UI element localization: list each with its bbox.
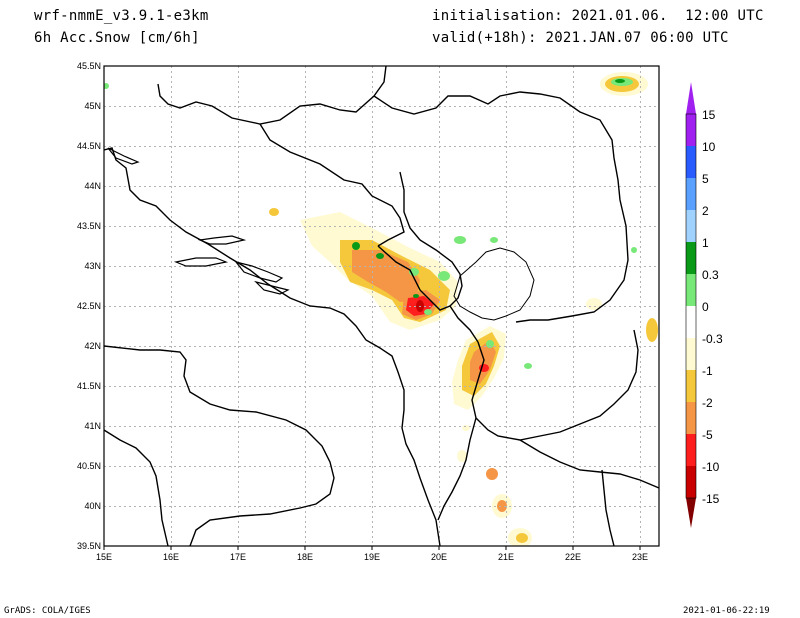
colorbar-swatch	[686, 274, 696, 306]
lat-label: 44.5N	[77, 141, 101, 151]
lat-label: 43N	[84, 261, 101, 271]
lon-label: 17E	[230, 552, 246, 562]
lat-label: 39.5N	[77, 541, 101, 551]
colorbar-swatch	[686, 338, 696, 370]
lat-label: 42.5N	[77, 301, 101, 311]
colorbar-swatch	[686, 210, 696, 242]
valid-time: valid(+18h): 2021.JAN.07 06:00 UTC	[432, 30, 729, 46]
lat-label: 40N	[84, 501, 101, 511]
colorbar-label: 0.3	[702, 268, 719, 282]
lon-label: 19E	[364, 552, 380, 562]
model-title: wrf-nmmE_v3.9.1-e3km	[34, 8, 209, 24]
lat-label: 44N	[84, 181, 101, 191]
lat-label: 43.5N	[77, 221, 101, 231]
lon-label: 23E	[632, 552, 648, 562]
colorbar-top-arrow	[686, 82, 696, 114]
colorbar-swatch	[686, 402, 696, 434]
lat-label: 45N	[84, 101, 101, 111]
colorbar-swatch	[686, 370, 696, 402]
coastlines-borders	[104, 66, 659, 546]
colorbar-label: 10	[702, 140, 716, 154]
lat-label: 45.5N	[77, 61, 101, 71]
colorbar-swatch	[686, 434, 696, 466]
lat-label: 41N	[84, 421, 101, 431]
lon-label: 22E	[565, 552, 581, 562]
colorbar-swatch	[686, 242, 696, 274]
colorbar-label: -10	[702, 460, 720, 474]
grid-lines	[104, 66, 659, 546]
footer-timestamp: 2021-01-06-22:19	[683, 606, 770, 616]
lat-label: 42N	[84, 341, 101, 351]
colorbar-label: 15	[702, 108, 716, 122]
lon-label: 16E	[163, 552, 179, 562]
colorbar-label: -5	[702, 428, 713, 442]
colorbar-label: -1	[702, 364, 713, 378]
colorbar: 15 10 5 2 1 0.3 0 -0.3 -1 -2 -5 -10 -15	[685, 82, 723, 528]
lon-label: 18E	[297, 552, 313, 562]
map-frame	[103, 65, 660, 547]
colorbar-swatch	[686, 466, 696, 498]
variable-title: 6h Acc.Snow [cm/6h]	[34, 30, 200, 46]
colorbar-label: 0	[702, 300, 709, 314]
lon-label: 20E	[431, 552, 447, 562]
lon-label: 21E	[498, 552, 514, 562]
colorbar-swatch	[686, 178, 696, 210]
lon-label: 15E	[96, 552, 112, 562]
colorbar-label: 1	[702, 236, 709, 250]
footer-credit: GrADS: COLA/IGES	[4, 606, 91, 616]
lat-label: 40.5N	[77, 461, 101, 471]
init-time: initialisation: 2021.01.06. 12:00 UTC	[432, 8, 764, 24]
colorbar-label: -15	[702, 492, 720, 506]
colorbar-label: 2	[702, 204, 709, 218]
colorbar-swatch	[686, 146, 696, 178]
colorbar-label: -0.3	[702, 332, 723, 346]
colorbar-swatch	[686, 114, 696, 146]
snow-field	[104, 72, 658, 546]
colorbar-label: -2	[702, 396, 713, 410]
lat-label: 41.5N	[77, 381, 101, 391]
colorbar-label: 5	[702, 172, 709, 186]
colorbar-swatch	[686, 306, 696, 338]
colorbar-bottom-arrow	[686, 498, 696, 528]
